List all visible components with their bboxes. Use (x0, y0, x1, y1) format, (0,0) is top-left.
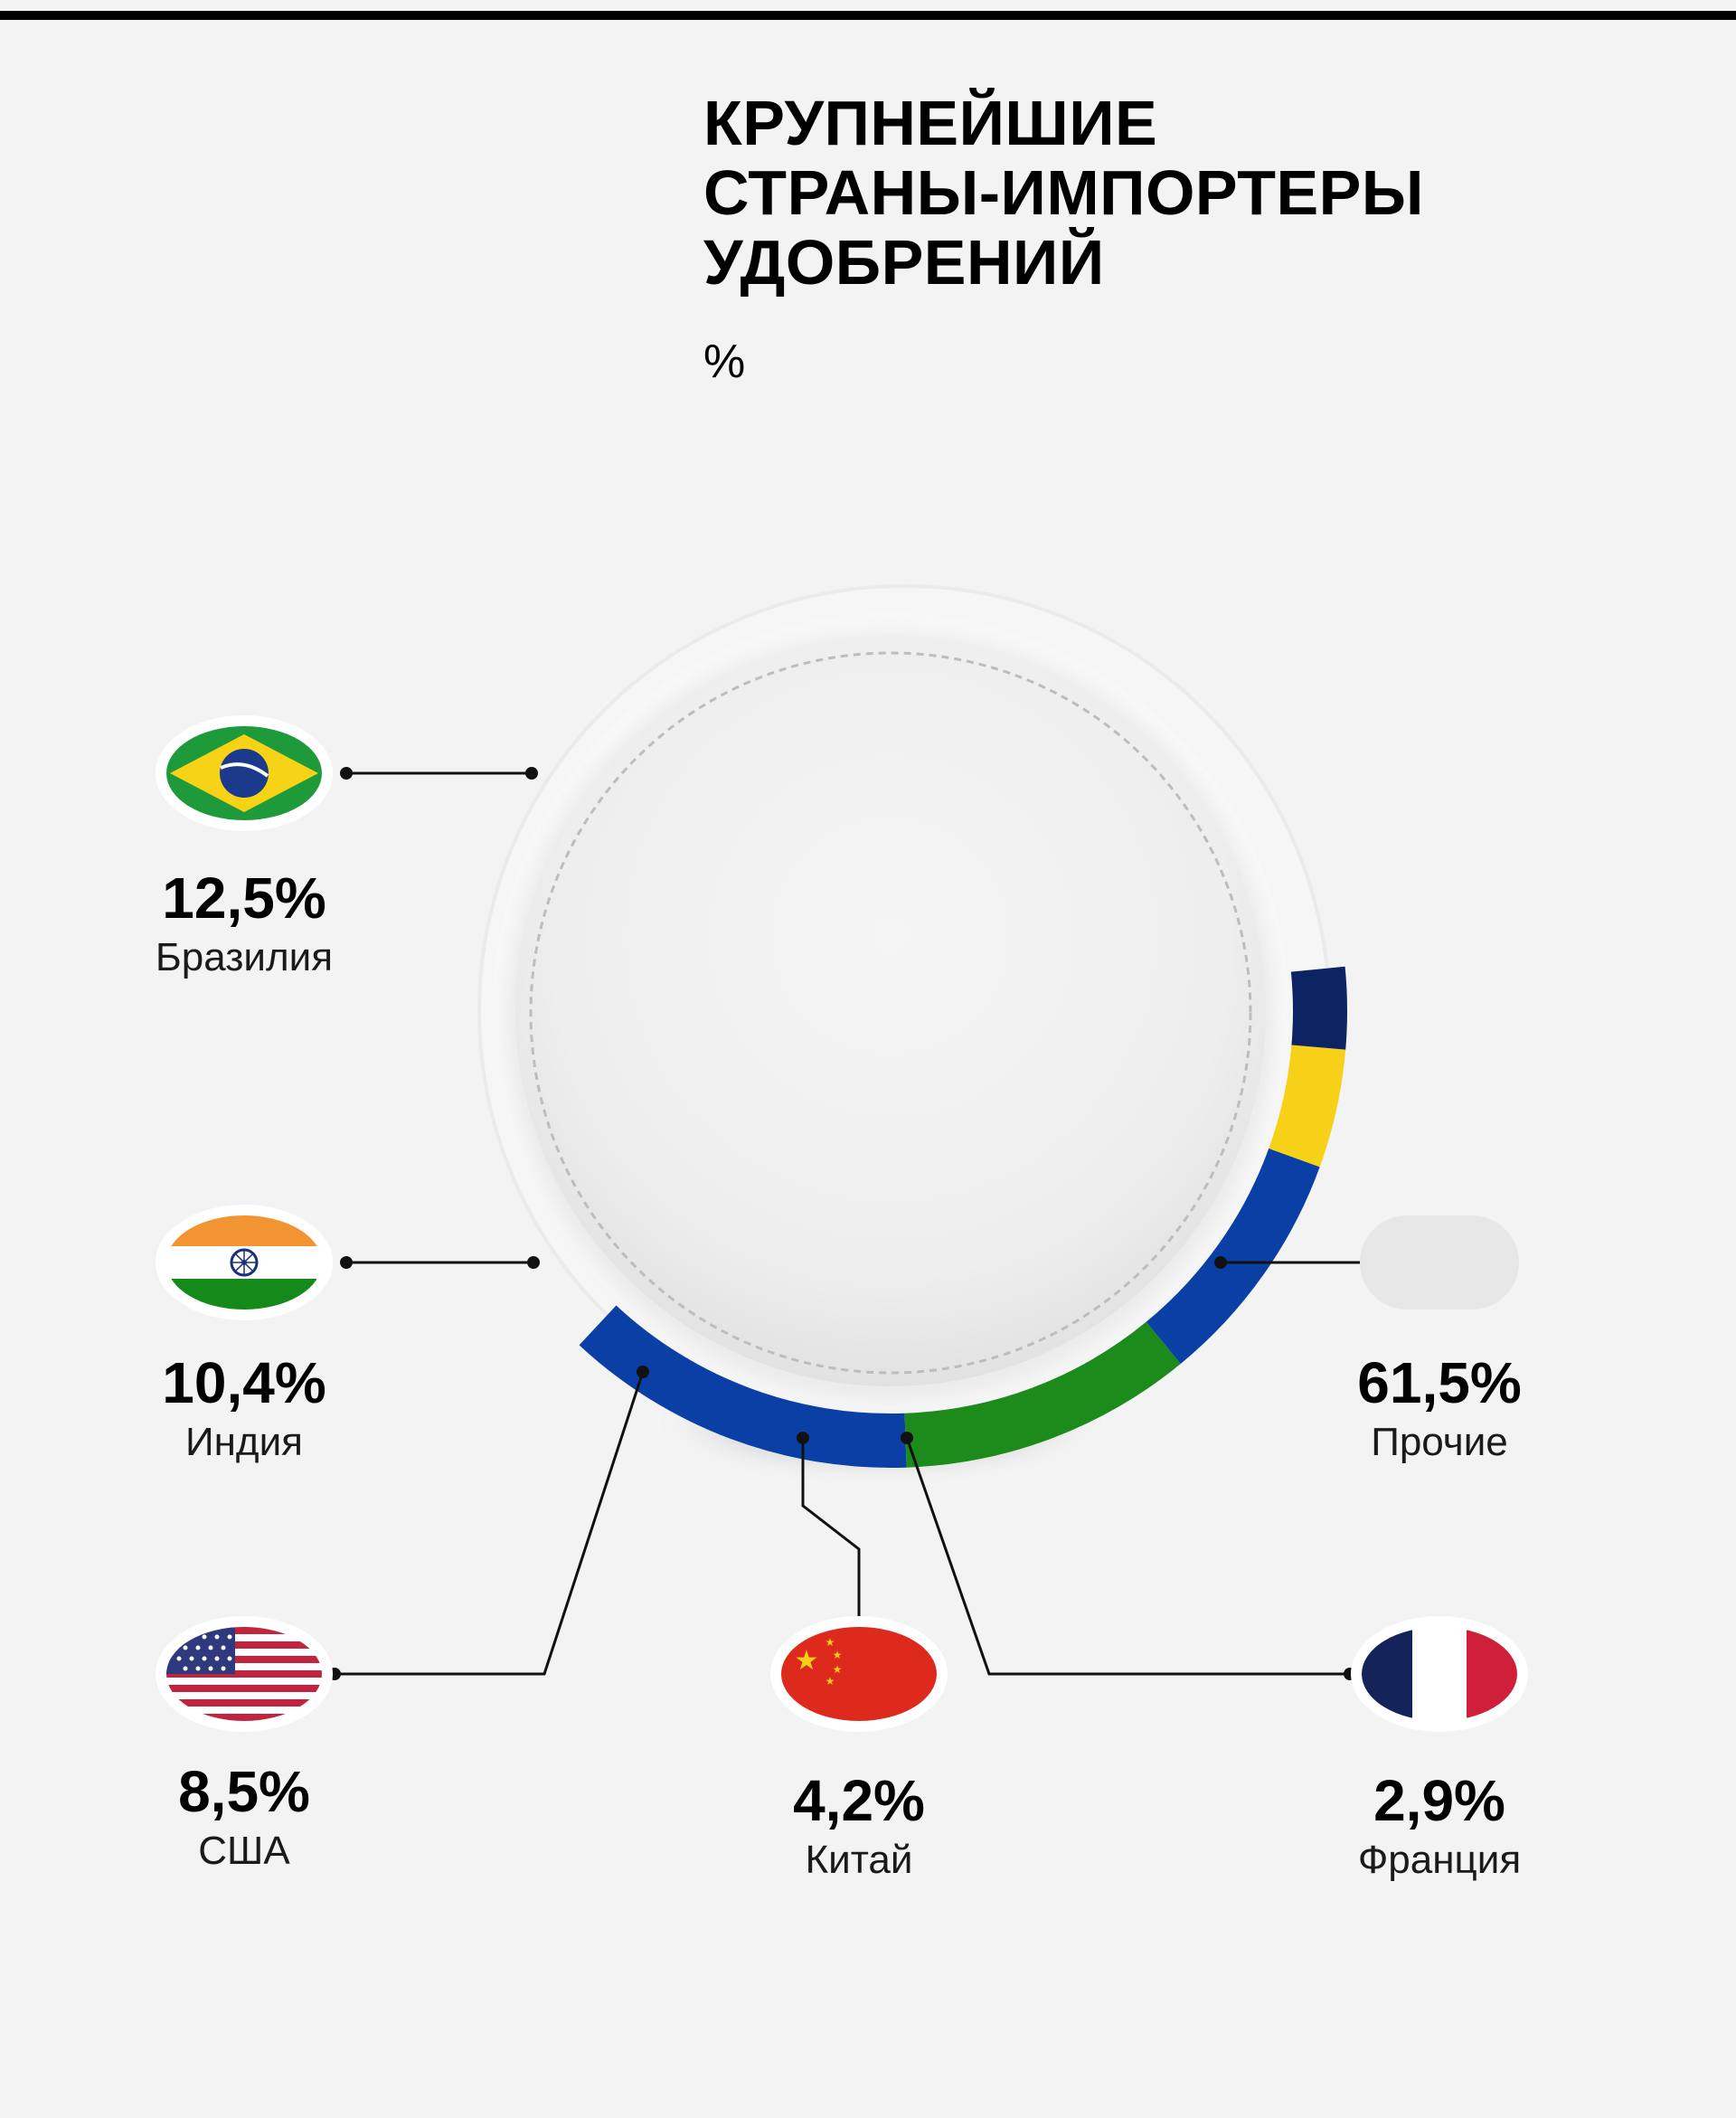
value-label-other: 61,5% (1357, 1350, 1522, 1415)
value-label-usa: 8,5% (178, 1759, 310, 1824)
slice-india (904, 1321, 1181, 1468)
leader-line-china (801, 1438, 861, 1625)
svg-text:★: ★ (833, 1663, 843, 1676)
value-label-brazil: 12,5% (162, 865, 326, 931)
chart-title-line: СТРАНЫ-ИМПОРТЕРЫ (703, 157, 1424, 228)
chart-title-line: КРУПНЕЙШИЕ (703, 88, 1158, 158)
leader-dot (525, 767, 538, 780)
brazil-flag-icon (156, 715, 333, 831)
donut-slices (579, 966, 1347, 1468)
unit-label: % (703, 336, 746, 388)
name-label-other: Прочие (1371, 1420, 1508, 1464)
value-label-china: 4,2% (793, 1768, 925, 1833)
slice-china (1269, 1045, 1346, 1168)
leader-dot (527, 1256, 540, 1269)
name-label-brazil: Бразилия (155, 935, 334, 979)
slice-usa (1146, 1148, 1320, 1365)
svg-text:★: ★ (826, 1636, 835, 1649)
chart-title: КРУПНЕЙШИЕ СТРАНЫ-ИМПОРТЕРЫ УДОБРЕНИЙ (703, 89, 1608, 298)
name-label-france: Франция (1357, 1838, 1522, 1882)
slice-brazil (579, 1305, 907, 1468)
top-rule (0, 11, 1736, 20)
other-placeholder-icon (1360, 1215, 1519, 1310)
svg-text:★: ★ (833, 1649, 843, 1661)
usa-flag-icon (156, 1616, 333, 1732)
chart-title-line: УДОБРЕНИЙ (703, 227, 1105, 298)
india-flag-icon (156, 1205, 333, 1320)
value-label-france: 2,9% (1373, 1768, 1505, 1833)
leader-lines (335, 771, 1447, 1676)
leader-dot (1214, 1256, 1227, 1269)
leader-dot (637, 1366, 649, 1378)
france-flag-icon (1351, 1616, 1528, 1732)
name-label-india: Индия (184, 1420, 303, 1464)
china-flag-icon: ★ ★ ★ ★ ★ (770, 1616, 948, 1732)
leader-dot (797, 1432, 809, 1444)
name-label-usa: США (198, 1829, 290, 1873)
svg-text:★: ★ (826, 1675, 835, 1688)
svg-text:★: ★ (795, 1645, 819, 1677)
leader-dot (340, 1256, 353, 1269)
leader-dot (901, 1432, 913, 1444)
leader-line-usa (335, 1371, 645, 1676)
slice-france (1290, 966, 1347, 1050)
leader-dot (340, 767, 353, 780)
name-label-china: Китай (805, 1838, 913, 1882)
value-label-india: 10,4% (162, 1350, 326, 1415)
leader-line-france (905, 1437, 1350, 1676)
